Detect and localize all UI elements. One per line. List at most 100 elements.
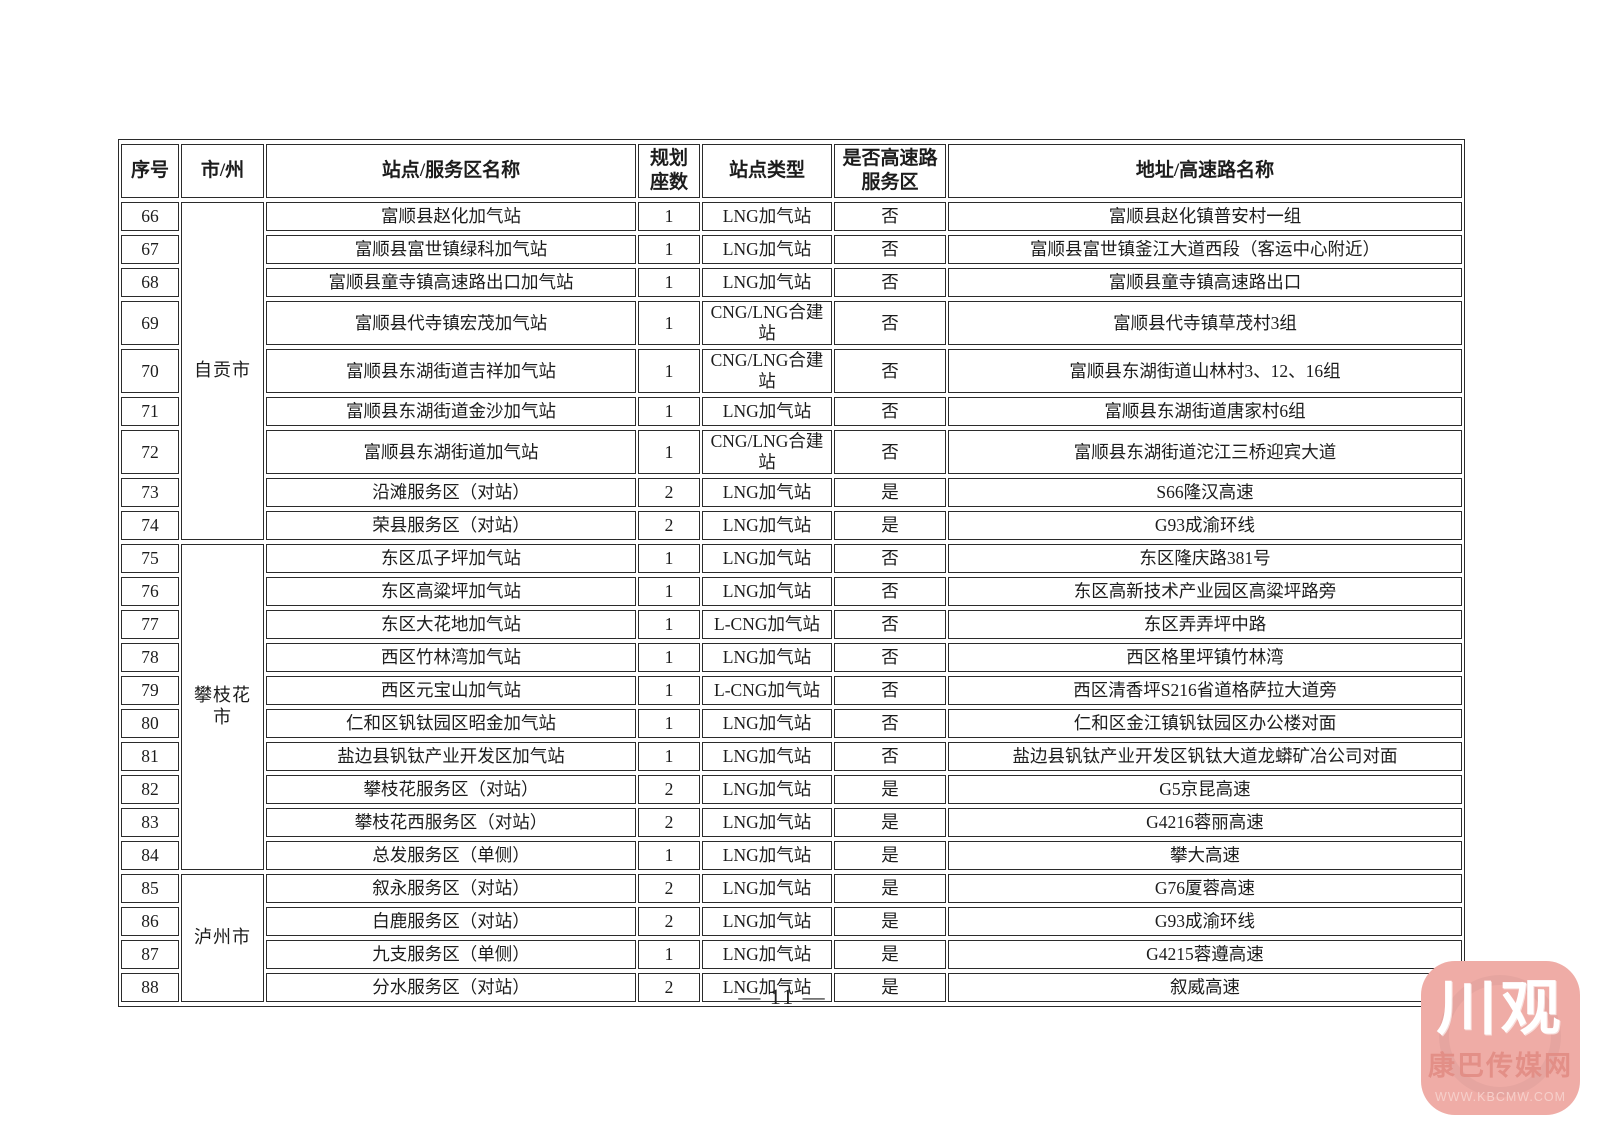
cell-station-type: LNG加气站 [702,577,832,606]
cell-is-highway: 否 [834,235,946,264]
cell-station-type: LNG加气站 [702,940,832,969]
cell-station-name: 东区瓜子坪加气站 [266,544,636,573]
table-row: 68 富顺县童寺镇高速路出口加气站 1 LNG加气站否富顺县童寺镇高速路出口 [121,268,1462,297]
cell-planned-count: 2 [638,907,700,936]
cell-planned-count: 1 [638,841,700,870]
cell-station-type: LNG加气站 [702,775,832,804]
header-index: 序号 [121,144,179,198]
cell-is-highway: 是 [834,478,946,507]
table-header: 序号 市/州 站点/服务区名称 规划座数 站点类型 是否高速路服务区 地址/高速… [121,144,1462,198]
cell-planned-count: 1 [638,544,700,573]
cell-station-name: 盐边县钒钛产业开发区加气站 [266,742,636,771]
cell-address: 叙威高速 [948,973,1462,1002]
cell-address: 东区弄弄坪中路 [948,610,1462,639]
cell-station-name: 九支服务区（单侧） [266,940,636,969]
cell-station-type: L-CNG加气站 [702,676,832,705]
table-row: 71 富顺县东湖街道金沙加气站 1 LNG加气站否富顺县东湖街道唐家村6组 [121,397,1462,426]
cell-address: 富顺县童寺镇高速路出口 [948,268,1462,297]
cell-is-highway: 否 [834,610,946,639]
table-row: 81 盐边县钒钛产业开发区加气站 1 LNG加气站否盐边县钒钛产业开发区钒钛大道龙蟒矿… [121,742,1462,771]
cell-index: 71 [121,397,179,426]
cell-index: 68 [121,268,179,297]
cell-station-type: LNG加气站 [702,643,832,672]
cell-is-highway: 否 [834,709,946,738]
cell-station-name: 富顺县东湖街道金沙加气站 [266,397,636,426]
cell-is-highway: 否 [834,544,946,573]
cell-station-type: LNG加气站 [702,973,832,1002]
cell-planned-count: 1 [638,349,700,393]
cell-is-highway: 否 [834,349,946,393]
cell-is-highway: 否 [834,397,946,426]
cell-is-highway: 否 [834,268,946,297]
cell-index: 86 [121,907,179,936]
cell-station-type: L-CNG加气站 [702,610,832,639]
cell-planned-count: 2 [638,775,700,804]
cell-index: 77 [121,610,179,639]
cell-address: 富顺县代寺镇草茂村3组 [948,301,1462,345]
cell-station-name: 西区竹林湾加气站 [266,643,636,672]
cell-address: 东区高新技术产业园区高粱坪路旁 [948,577,1462,606]
table-row: 80 仁和区钒钛园区昭金加气站 1 LNG加气站否仁和区金江镇钒钛园区办公楼对面 [121,709,1462,738]
cell-is-highway: 否 [834,676,946,705]
cell-station-name: 东区高粱坪加气站 [266,577,636,606]
cell-address: 攀大高速 [948,841,1462,870]
table-row: 75 攀枝花市 东区瓜子坪加气站 1 LNG加气站否东区隆庆路381号 [121,544,1462,870]
gas-station-table: 序号 市/州 站点/服务区名称 规划座数 站点类型 是否高速路服务区 地址/高速… [118,139,1465,1007]
cell-planned-count: 1 [638,301,700,345]
watermark-site-url: WWW.KBCMW.COM [1434,1089,1567,1104]
cell-address: G76厦蓉高速 [948,874,1462,903]
cell-is-highway: 是 [834,874,946,903]
cell-planned-count: 1 [638,742,700,771]
cell-address: 西区格里坪镇竹林湾 [948,643,1462,672]
header-city: 市/州 [181,144,264,198]
cell-station-type: LNG加气站 [702,709,832,738]
cell-is-highway: 否 [834,577,946,606]
cell-station-name: 富顺县代寺镇宏茂加气站 [266,301,636,345]
cell-is-highway: 否 [834,202,946,231]
cell-city: 泸州市 [181,874,264,1002]
cell-station-name: 富顺县东湖街道加气站 [266,430,636,474]
table-row: 82 攀枝花服务区（对站） 2 LNG加气站是 G5京昆高速 [121,775,1462,804]
cell-station-name: 分水服务区（对站） [266,973,636,1002]
cell-station-type: LNG加气站 [702,268,832,297]
cell-station-type: LNG加气站 [702,544,832,573]
cell-station-name: 西区元宝山加气站 [266,676,636,705]
cell-station-type: LNG加气站 [702,907,832,936]
cell-address: 仁和区金江镇钒钛园区办公楼对面 [948,709,1462,738]
cell-planned-count: 2 [638,973,700,1002]
table-row: 84 总发服务区（单侧） 1 LNG加气站是攀大高速 [121,841,1462,870]
cell-planned-count: 1 [638,709,700,738]
cell-planned-count: 1 [638,643,700,672]
cell-is-highway: 是 [834,940,946,969]
cell-planned-count: 2 [638,478,700,507]
table-row: 72 富顺县东湖街道加气站 1 CNG/LNG合建站否富顺县东湖街道沱江三桥迎宾大道 [121,430,1462,474]
cell-station-type: LNG加气站 [702,511,832,540]
cell-address: 盐边县钒钛产业开发区钒钛大道龙蟒矿冶公司对面 [948,742,1462,771]
cell-is-highway: 否 [834,430,946,474]
cell-station-type: CNG/LNG合建站 [702,430,832,474]
cell-planned-count: 1 [638,235,700,264]
table-row: 74 荣县服务区（对站） 2 LNG加气站是 G93成渝环线 [121,511,1462,540]
cell-is-highway: 否 [834,643,946,672]
cell-station-name: 攀枝花服务区（对站） [266,775,636,804]
table-row: 83 攀枝花西服务区（对站） 2 LNG加气站是 G4216蓉丽高速 [121,808,1462,837]
cell-address: 富顺县富世镇釜江大道西段（客运中心附近） [948,235,1462,264]
cell-index: 78 [121,643,179,672]
table-row: 85 泸州市 叙永服务区（对站） 2 LNG加气站是 G76厦蓉高速 [121,874,1462,1002]
cell-station-name: 富顺县富世镇绿科加气站 [266,235,636,264]
cell-planned-count: 1 [638,202,700,231]
cell-station-name: 富顺县童寺镇高速路出口加气站 [266,268,636,297]
cell-address: G4215蓉遵高速 [948,940,1462,969]
cell-index: 74 [121,511,179,540]
cell-station-name: 东区大花地加气站 [266,610,636,639]
cell-is-highway: 是 [834,511,946,540]
cell-is-highway: 是 [834,973,946,1002]
cell-address: 富顺县东湖街道沱江三桥迎宾大道 [948,430,1462,474]
cell-address: G4216蓉丽高速 [948,808,1462,837]
cell-station-name: 叙永服务区（对站） [266,874,636,903]
cell-index: 69 [121,301,179,345]
cell-city: 自贡市 [181,202,264,540]
header-is-highway: 是否高速路服务区 [834,144,946,198]
table-row: 78 西区竹林湾加气站 1 LNG加气站否西区格里坪镇竹林湾 [121,643,1462,672]
table-body: 66 自贡市 富顺县赵化加气站 1 LNG加气站否富顺县赵化镇普安村一组 67 富顺县富世镇… [121,202,1462,1002]
